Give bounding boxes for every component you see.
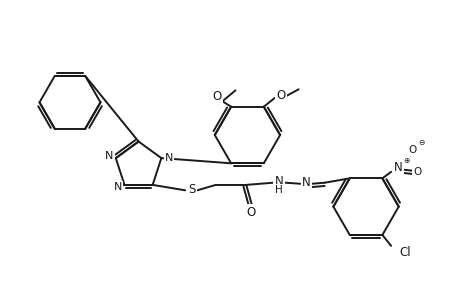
Text: O: O — [246, 206, 255, 219]
Text: N: N — [105, 151, 113, 161]
Text: O: O — [412, 167, 420, 177]
Text: N: N — [113, 182, 122, 192]
Text: H: H — [274, 185, 282, 195]
Text: Cl: Cl — [399, 246, 410, 259]
Text: ⊕: ⊕ — [402, 156, 409, 165]
Text: N: N — [164, 153, 173, 163]
Text: ⊖: ⊖ — [418, 138, 424, 147]
Text: N: N — [301, 176, 310, 189]
Text: O: O — [212, 90, 221, 104]
Text: O: O — [276, 89, 285, 102]
Text: N: N — [274, 175, 283, 188]
Text: S: S — [188, 183, 195, 196]
Text: N: N — [393, 161, 402, 174]
Text: O: O — [408, 145, 416, 155]
